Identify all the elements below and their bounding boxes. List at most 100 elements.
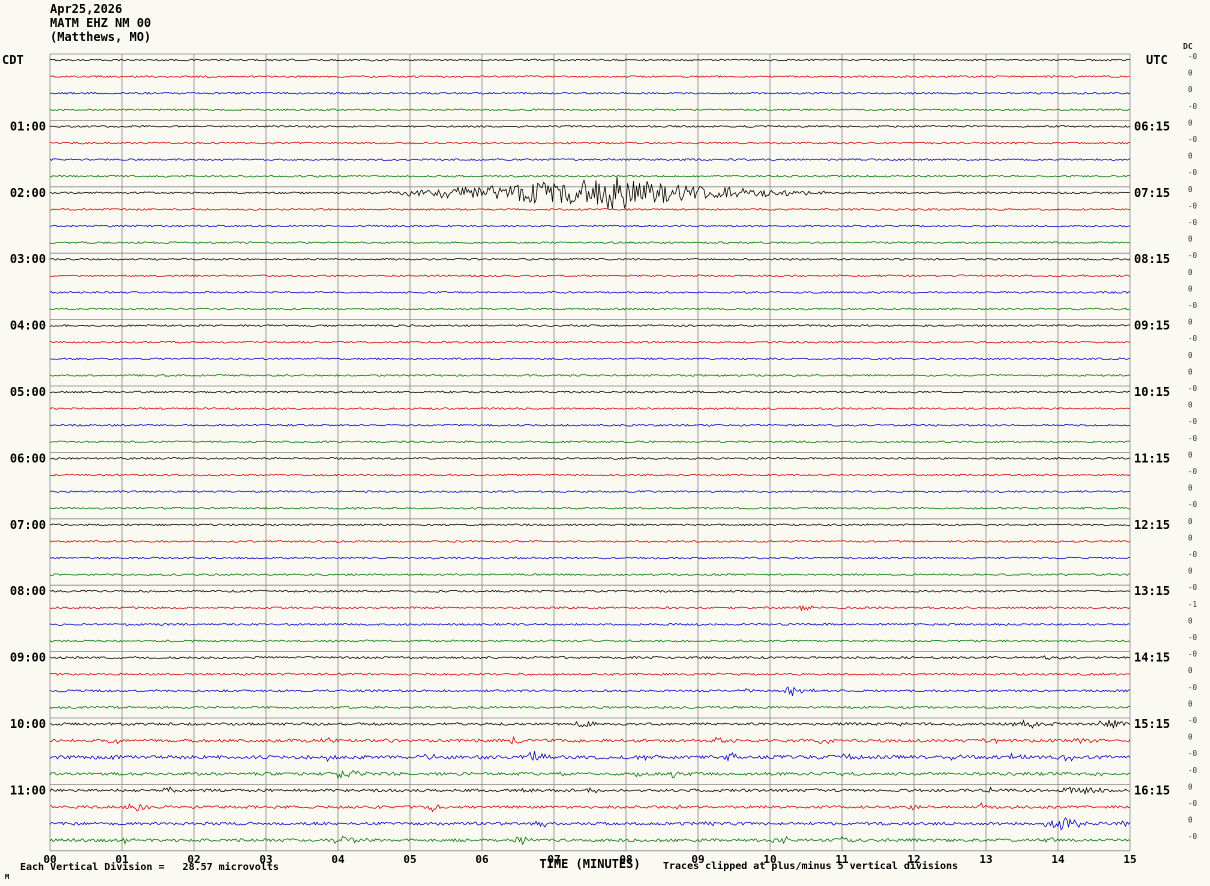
- dc-offset-label: 0: [1188, 450, 1193, 459]
- hour-label-right: 16:15: [1134, 783, 1170, 797]
- seismic-trace: [49, 423, 1131, 427]
- dc-offset-label: -0: [1188, 650, 1198, 659]
- seismic-trace: [49, 817, 1131, 831]
- dc-offset-label: -0: [1188, 301, 1198, 310]
- station-label: MATM EHZ NM 00: [50, 16, 152, 30]
- dc-offset-label: -1: [1188, 600, 1197, 609]
- seismic-trace: [49, 802, 1131, 813]
- dc-offset-label: -0: [1188, 102, 1198, 111]
- dc-offset-label: 0: [1188, 733, 1193, 742]
- hour-label-left: 01:00: [10, 119, 46, 133]
- dc-column-label: DC: [1183, 42, 1193, 51]
- seismic-trace: [49, 456, 1131, 460]
- dc-offset-label: -0: [1188, 799, 1198, 808]
- dc-offset-label: -0: [1188, 749, 1198, 758]
- hour-label-left: 08:00: [10, 584, 46, 598]
- hour-label-left: 02:00: [10, 186, 46, 200]
- minute-tick-label: 10: [763, 853, 776, 866]
- dc-offset-label: -0: [1188, 417, 1198, 426]
- seismic-trace: [49, 340, 1131, 344]
- hour-label-right: 13:15: [1134, 584, 1170, 598]
- hour-label-right: 15:15: [1134, 717, 1170, 731]
- seismic-trace: [49, 158, 1131, 162]
- dc-offset-label: 0: [1188, 69, 1193, 78]
- minute-tick-label: 15: [1123, 853, 1136, 866]
- dc-offset-label: -0: [1188, 766, 1198, 775]
- minute-tick-label: 13: [979, 853, 992, 866]
- seismic-trace: [49, 440, 1131, 444]
- dc-offset-label: -0: [1188, 251, 1198, 260]
- dc-offset-label: 0: [1188, 318, 1193, 327]
- seismic-trace: [49, 605, 1131, 612]
- dc-offset-label: -0: [1188, 500, 1198, 509]
- dc-offset-label: 0: [1188, 351, 1193, 360]
- dc-offset-label: -0: [1188, 334, 1198, 343]
- dc-offset-label: 0: [1188, 118, 1193, 127]
- seismic-trace: [49, 835, 1131, 846]
- hour-label-right: 10:15: [1134, 385, 1170, 399]
- dc-offset-label: 0: [1188, 235, 1193, 244]
- dc-offset-label: 0: [1188, 185, 1193, 194]
- seismic-trace: [49, 324, 1131, 328]
- minute-tick-label: 07: [547, 853, 560, 866]
- dc-offset-label: 0: [1188, 699, 1193, 708]
- dc-offset-label: 0: [1188, 152, 1193, 161]
- minute-tick-label: 00: [43, 853, 56, 866]
- hour-label-right: 14:15: [1134, 651, 1170, 665]
- seismic-trace: [49, 75, 1131, 79]
- minute-tick-label: 08: [619, 853, 632, 866]
- seismic-trace: [49, 589, 1131, 593]
- hour-label-left: 04:00: [10, 319, 46, 333]
- hour-label-right: 12:15: [1134, 518, 1170, 532]
- seismic-trace: [49, 540, 1131, 543]
- dc-offset-label: -0: [1188, 683, 1198, 692]
- clip-note: Traces clipped at plus/minus 5 vertical …: [663, 861, 959, 872]
- hour-label-right: 06:15: [1134, 119, 1170, 133]
- seismic-trace: [49, 556, 1131, 560]
- minute-tick-label: 14: [1051, 853, 1065, 866]
- timezone-label-left: CDT: [2, 53, 24, 67]
- minute-tick-label: 06: [475, 853, 489, 866]
- seismic-trace: [49, 257, 1131, 261]
- dc-offset-label: 0: [1188, 616, 1193, 625]
- seismic-trace: [49, 506, 1131, 510]
- dc-offset-label: -0: [1188, 384, 1198, 393]
- seismic-trace: [49, 686, 1130, 697]
- hour-label-left: 10:00: [10, 717, 46, 731]
- hour-label-right: 11:15: [1134, 451, 1170, 465]
- seismic-trace: [49, 786, 1131, 795]
- hour-label-left: 03:00: [10, 252, 46, 266]
- seismic-trace: [49, 307, 1131, 311]
- seismic-trace: [49, 241, 1131, 244]
- seismic-trace: [49, 473, 1131, 477]
- seismic-trace: [49, 639, 1131, 643]
- location-label: (Matthews, MO): [50, 30, 152, 44]
- hour-label-left: 09:00: [10, 651, 46, 665]
- seismic-trace: [49, 622, 1131, 626]
- seismic-trace: [49, 124, 1131, 128]
- dc-offset-label: -0: [1188, 550, 1198, 559]
- seismic-trace: [49, 719, 1131, 729]
- hour-label-left: 11:00: [10, 783, 46, 797]
- hour-label-right: 09:15: [1134, 319, 1170, 333]
- seismic-trace: [49, 224, 1131, 228]
- minute-tick-label: 01: [115, 853, 129, 866]
- date-label: Apr25,2026: [50, 2, 123, 16]
- seismic-trace: [49, 705, 1131, 710]
- dc-offset-label: -0: [1188, 633, 1198, 642]
- dc-offset-label: 0: [1188, 367, 1193, 376]
- hour-label-left: 06:00: [10, 451, 46, 465]
- dc-offset-label: -0: [1188, 583, 1198, 592]
- dc-offset-label: -0: [1188, 716, 1198, 725]
- dc-offset-label: -0: [1188, 832, 1198, 841]
- dc-offset-label: 0: [1188, 484, 1193, 493]
- seismic-trace: [49, 655, 1131, 661]
- dc-offset-label: 0: [1188, 816, 1193, 825]
- seismic-trace: [49, 573, 1131, 576]
- hour-label-right: 07:15: [1134, 186, 1170, 200]
- minute-tick-label: 04: [331, 853, 345, 866]
- seismic-trace: [49, 274, 1131, 278]
- corner-mark: M: [5, 873, 10, 881]
